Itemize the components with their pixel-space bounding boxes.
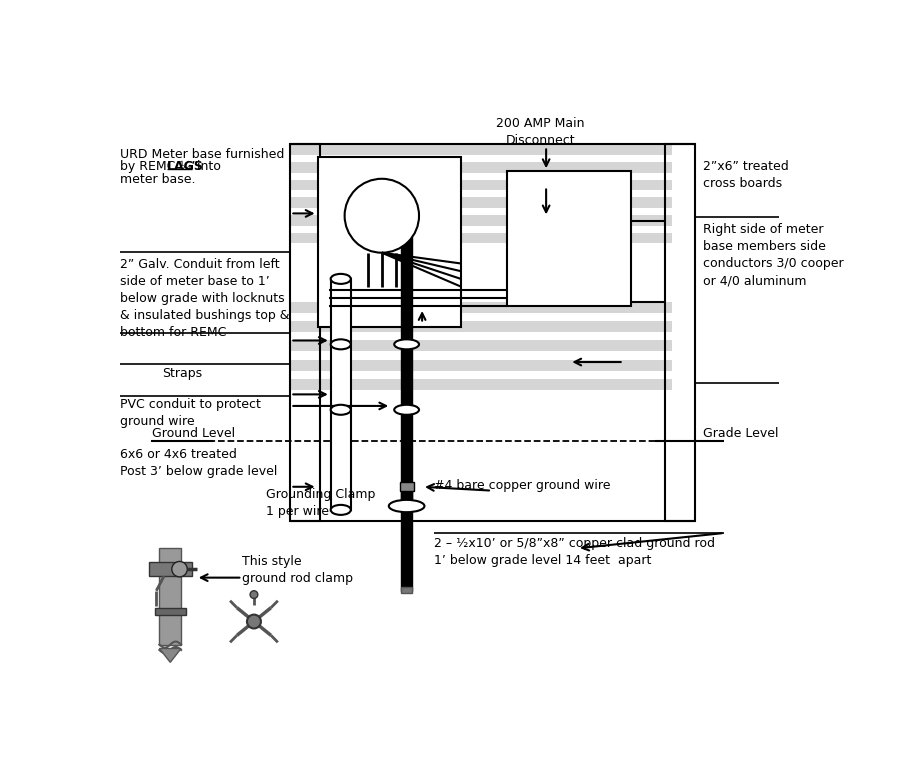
Text: 2” Galv. Conduit from left
side of meter base to 1’
below grade with locknuts
& : 2” Galv. Conduit from left side of meter… [120,258,290,339]
Bar [155,608,186,615]
Circle shape [247,615,261,629]
Text: This style
ground rod clamp: This style ground rod clamp [242,554,353,585]
Bar [160,548,181,644]
Circle shape [250,590,257,598]
Circle shape [344,179,419,252]
Text: 2 – ½x10’ or 5/8”x8” copper clad ground rod
1’ below grade level 14 feet  apart: 2 – ½x10’ or 5/8”x8” copper clad ground … [434,537,715,567]
Text: Right side of meter
base members side
conductors 3/0 cooper
or 4/0 aluminum: Right side of meter base members side co… [702,223,843,288]
Circle shape [172,561,187,577]
Text: 2”x6” treated
cross boards: 2”x6” treated cross boards [702,159,788,190]
Bar [508,171,631,306]
Text: #4 bare copper ground wire: #4 bare copper ground wire [434,479,610,492]
Text: into: into [193,160,221,173]
Text: URD Meter base furnished: URD Meter base furnished [120,148,284,161]
Text: PVC conduit to protect
ground wire: PVC conduit to protect ground wire [120,398,261,428]
Bar [318,158,461,327]
Bar [291,302,672,313]
Bar [291,198,672,208]
Text: 200 AMP Main
Disconnect: 200 AMP Main Disconnect [496,117,585,147]
Bar [291,162,672,172]
Text: LAGS: LAGS [167,160,204,173]
Ellipse shape [331,405,351,415]
Bar [401,587,412,593]
Bar [291,215,672,226]
Text: by REMC ¼”: by REMC ¼” [120,160,202,173]
Bar [291,379,672,390]
Bar [291,340,672,351]
Bar [401,491,412,590]
Bar [149,562,192,576]
Ellipse shape [331,339,351,350]
Polygon shape [160,648,181,662]
Text: Ground Level: Ground Level [152,426,236,440]
Text: Straps: Straps [162,368,203,380]
Bar [291,144,672,155]
Ellipse shape [331,505,351,515]
Ellipse shape [394,339,419,350]
Bar [291,233,672,244]
Text: Grounding Clamp
1 per wire: Grounding Clamp 1 per wire [266,488,375,518]
Bar [291,144,320,521]
Ellipse shape [394,405,419,415]
Bar [291,321,672,332]
Bar [400,482,414,492]
Bar [401,237,412,491]
Bar [666,144,695,521]
Bar [291,180,672,191]
Text: Grade Level: Grade Level [702,426,779,440]
Ellipse shape [388,500,424,512]
Bar [331,279,351,510]
Text: 6x6 or 4x6 treated
Post 3’ below grade level: 6x6 or 4x6 treated Post 3’ below grade l… [120,448,277,478]
Text: meter base.: meter base. [120,172,196,186]
Bar [291,360,672,371]
Ellipse shape [331,274,351,284]
Bar [401,487,412,499]
